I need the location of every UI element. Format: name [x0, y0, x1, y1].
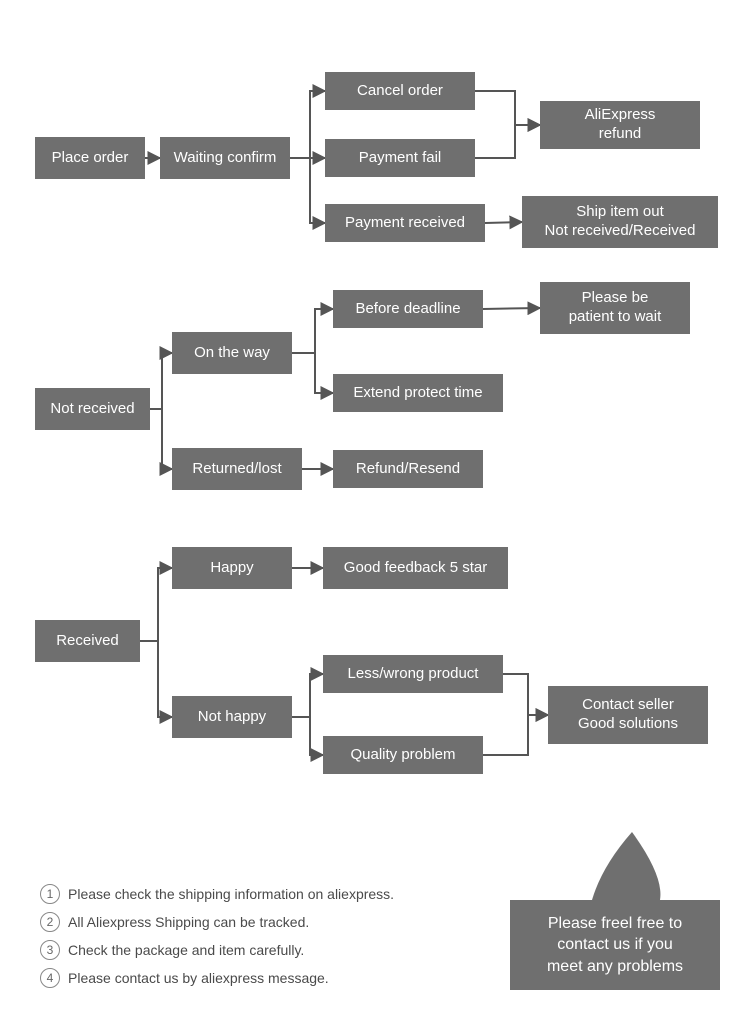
edge-quality-problem-to-contact-seller — [483, 715, 548, 755]
node-cancel-order: Cancel order — [325, 72, 475, 110]
callout-tail-icon — [592, 832, 660, 900]
node-waiting-confirm: Waiting confirm — [160, 137, 290, 179]
footnote-1: 1 Please check the shipping information … — [40, 880, 394, 908]
footnote-text: Please contact us by aliexpress message. — [68, 970, 329, 986]
edge-on-the-way-to-before-deadline — [292, 309, 333, 353]
footnote-4: 4 Please contact us by aliexpress messag… — [40, 964, 394, 992]
footnote-number-icon: 2 — [40, 912, 60, 932]
node-payment-fail: Payment fail — [325, 139, 475, 177]
edge-not-received-to-returned-lost — [150, 409, 172, 469]
node-on-the-way: On the way — [172, 332, 292, 374]
node-good-feedback: Good feedback 5 star — [323, 547, 508, 589]
footnote-text: All Aliexpress Shipping can be tracked. — [68, 914, 309, 930]
node-received: Received — [35, 620, 140, 662]
footnote-2: 2 All Aliexpress Shipping can be tracked… — [40, 908, 394, 936]
node-patient-wait: Please be patient to wait — [540, 282, 690, 334]
edge-not-happy-to-less-wrong — [292, 674, 323, 717]
contact-callout: Please freel free to contact us if you m… — [510, 900, 720, 990]
node-ship-item-out: Ship item out Not received/Received — [522, 196, 718, 248]
node-place-order: Place order — [35, 137, 145, 179]
node-payment-received: Payment received — [325, 204, 485, 242]
node-returned-lost: Returned/lost — [172, 448, 302, 490]
flowchart-stage: Place order Waiting confirm Cancel order Pa… — [0, 0, 750, 1026]
edge-payment-received-to-ship-item-out — [485, 222, 522, 223]
node-not-happy: Not happy — [172, 696, 292, 738]
edge-waiting-confirm-to-payment-received — [290, 158, 325, 223]
node-not-received: Not received — [35, 388, 150, 430]
node-aliexpress-refund: AliExpress refund — [540, 101, 700, 149]
node-contact-seller: Contact seller Good solutions — [548, 686, 708, 744]
node-happy: Happy — [172, 547, 292, 589]
edge-not-received-to-on-the-way — [150, 353, 172, 409]
footnote-text: Check the package and item carefully. — [68, 942, 304, 958]
node-less-wrong: Less/wrong product — [323, 655, 503, 693]
node-quality-problem: Quality problem — [323, 736, 483, 774]
edge-waiting-confirm-to-cancel-order — [290, 91, 325, 158]
edge-received-to-happy — [140, 568, 172, 641]
edge-before-deadline-to-patient-wait — [483, 308, 540, 309]
edge-payment-fail-to-aliexpress-refund — [475, 125, 540, 158]
footnote-text: Please check the shipping information on… — [68, 886, 394, 902]
footnotes: 1 Please check the shipping information … — [40, 880, 394, 992]
edge-received-to-not-happy — [140, 641, 172, 717]
edge-on-the-way-to-extend-protect — [292, 353, 333, 393]
footnote-3: 3 Check the package and item carefully. — [40, 936, 394, 964]
edge-cancel-order-to-aliexpress-refund — [475, 91, 540, 125]
node-extend-protect: Extend protect time — [333, 374, 503, 412]
node-refund-resend: Refund/Resend — [333, 450, 483, 488]
footnote-number-icon: 3 — [40, 940, 60, 960]
footnote-number-icon: 1 — [40, 884, 60, 904]
node-before-deadline: Before deadline — [333, 290, 483, 328]
edge-less-wrong-to-contact-seller — [503, 674, 548, 715]
footnote-number-icon: 4 — [40, 968, 60, 988]
callout-text: Please freel free to contact us if you m… — [547, 913, 683, 978]
edge-not-happy-to-quality-problem — [292, 717, 323, 755]
